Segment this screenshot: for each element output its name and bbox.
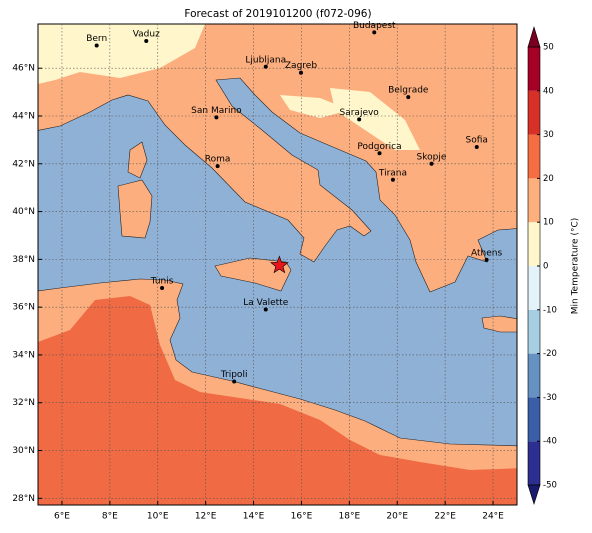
colorbar-band: [528, 441, 540, 485]
city-dot: [390, 177, 395, 182]
city-dot: [263, 64, 268, 69]
land-sardinia: [117, 179, 153, 239]
colorbar-tick-label: -10: [543, 305, 557, 315]
city-label: Bern: [86, 34, 107, 44]
x-tick-label: 18°E: [339, 512, 361, 522]
colorbar-tick-label: 40: [543, 86, 554, 96]
y-tick-label: 28°N: [12, 494, 35, 504]
colorbar-tick-label: 20: [543, 174, 554, 184]
city-label: Belgrade: [388, 86, 429, 96]
warm-zone: [38, 296, 517, 505]
colorbar-tick-label: 50: [543, 43, 554, 53]
city-dot: [357, 117, 362, 122]
x-tick-label: 10°E: [147, 512, 169, 522]
y-tick-label: 30°N: [12, 446, 35, 456]
colorbar-over: [527, 25, 541, 48]
city-label: La Valette: [243, 298, 288, 308]
city-label: Ljubljana: [245, 55, 286, 65]
x-tick-label: 24°E: [482, 512, 504, 522]
colorbar-tick-label: -40: [543, 437, 557, 447]
city-dot: [215, 164, 220, 169]
colorbar-band: [528, 266, 540, 310]
colorbar-label: Min Temperature (°C): [571, 218, 581, 315]
colorbar-band: [528, 90, 540, 135]
y-tick-label: 42°N: [12, 159, 35, 169]
city-dot: [263, 307, 268, 312]
y-tick-label: 32°N: [12, 398, 35, 408]
city-label: Budapest: [353, 21, 396, 31]
x-tick-label: 20°E: [386, 512, 408, 522]
y-tick-label: 46°N: [12, 64, 35, 74]
x-tick-label: 12°E: [195, 512, 217, 522]
colorbar-band: [528, 47, 540, 91]
colorbar-band: [528, 353, 540, 398]
y-tick-label: 38°N: [12, 255, 35, 265]
city-label: Roma: [205, 155, 231, 165]
map-title: Forecast of 2019101200 (f072-096): [184, 8, 371, 20]
x-tick-label: 16°E: [291, 512, 313, 522]
x-tick-label: 22°E: [434, 512, 456, 522]
city-label: Sofia: [466, 136, 488, 146]
colorbar-band: [528, 309, 540, 354]
location-star: [270, 255, 289, 274]
land-crete: [481, 315, 517, 333]
city-label: San Marino: [191, 106, 242, 116]
city-dot: [144, 38, 149, 43]
city-label: Vaduz: [133, 29, 160, 39]
colorbar-band: [528, 178, 540, 223]
city-label: Sarajevo: [340, 108, 380, 118]
colorbar-tick-label: -50: [543, 481, 557, 491]
city-dot: [429, 161, 434, 166]
city-label: Zagreb: [285, 61, 317, 71]
land-corsica: [127, 141, 148, 179]
city-label: Tunis: [150, 277, 174, 287]
y-tick-label: 40°N: [12, 207, 35, 217]
y-tick-label: 34°N: [12, 350, 35, 360]
city-label: Podgorica: [357, 142, 401, 152]
cold-zone: [38, 24, 420, 150]
x-tick-label: 14°E: [243, 512, 265, 522]
city-label: Athens: [471, 248, 502, 258]
colorbar-band: [528, 222, 540, 266]
x-tick-label: 8°E: [102, 512, 118, 522]
colorbar-tick-label: 30: [543, 130, 554, 140]
city-label: Tripoli: [220, 370, 248, 380]
city-dot: [474, 145, 479, 150]
map-frame: [37, 23, 518, 506]
city-dot: [298, 70, 303, 75]
colorbar-tick-label: 10: [543, 218, 554, 228]
colorbar-tick-label: -20: [543, 349, 557, 359]
y-tick-label: 36°N: [12, 303, 35, 313]
colorbar-tick-label: -30: [543, 393, 557, 403]
city-dot: [484, 257, 489, 262]
city-label: Skopje: [417, 152, 447, 162]
grid: [38, 24, 517, 505]
city-dot: [94, 43, 99, 48]
city-dot: [232, 379, 237, 384]
colorbar-band: [528, 134, 540, 179]
city-label: Tirana: [378, 168, 407, 178]
city-dot: [214, 115, 219, 120]
city-dot: [160, 286, 165, 291]
city-dot: [377, 151, 382, 156]
colorbar-band: [528, 397, 540, 442]
land-sicily: [214, 257, 292, 292]
city-dot: [406, 95, 411, 100]
colorbar-under: [527, 484, 541, 505]
x-tick-label: 6°E: [54, 512, 70, 522]
colorbar-tick-label: 0: [543, 262, 548, 272]
y-tick-label: 44°N: [12, 111, 35, 121]
city-dot: [372, 30, 377, 35]
